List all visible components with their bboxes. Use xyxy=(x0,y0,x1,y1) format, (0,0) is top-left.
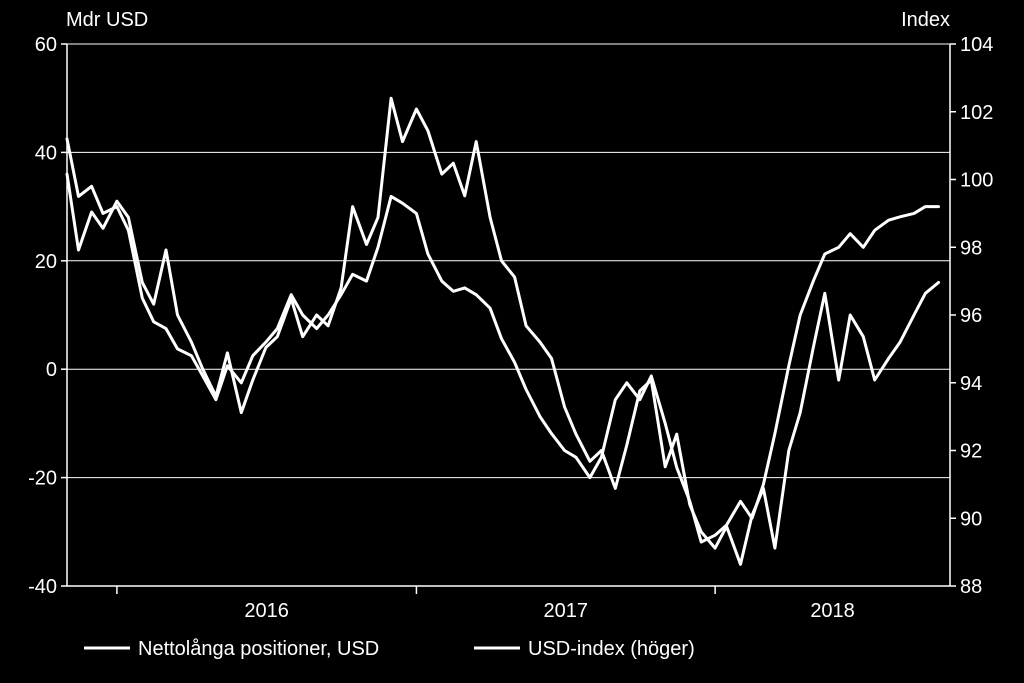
left-axis-unit: Mdr USD xyxy=(66,9,148,31)
right-tick-label: 100 xyxy=(960,170,993,192)
left-tick-label: 20 xyxy=(35,251,57,273)
x-axis-ticks: 2016 2017 2018 xyxy=(116,586,855,622)
legend-label-series-1: USD-index (höger) xyxy=(528,638,695,660)
right-tick-label: 104 xyxy=(960,34,993,56)
left-tick-label: 60 xyxy=(35,34,57,56)
x-tick-label: 2018 xyxy=(810,600,855,622)
left-tick-label: -40 xyxy=(28,576,57,598)
left-tick-label: 40 xyxy=(35,142,57,164)
right-tick-label: 96 xyxy=(960,305,982,327)
left-tick-label: -20 xyxy=(28,468,57,490)
legend-label-series-0: Nettolånga positioner, USD xyxy=(138,638,379,660)
right-tick-label: 88 xyxy=(960,576,982,598)
right-tick-label: 94 xyxy=(960,373,982,395)
left-axis-ticks: 60 40 20 0 -20 -40 xyxy=(28,34,67,598)
right-axis-ticks: 104 102 100 98 96 94 92 90 88 xyxy=(950,34,993,598)
right-tick-label: 98 xyxy=(960,237,982,259)
right-tick-label: 92 xyxy=(960,441,982,463)
series-line-0 xyxy=(65,96,940,566)
right-tick-label: 102 xyxy=(960,102,993,124)
series-lines xyxy=(65,96,940,566)
legend: Nettolånga positioner, USD USD-index (hö… xyxy=(84,638,695,660)
x-tick-label: 2016 xyxy=(244,600,289,622)
right-tick-label: 90 xyxy=(960,508,982,530)
series-line-1 xyxy=(65,137,940,544)
right-axis-unit: Index xyxy=(901,9,950,31)
x-tick-label: 2017 xyxy=(544,600,589,622)
left-tick-label: 0 xyxy=(46,359,57,381)
